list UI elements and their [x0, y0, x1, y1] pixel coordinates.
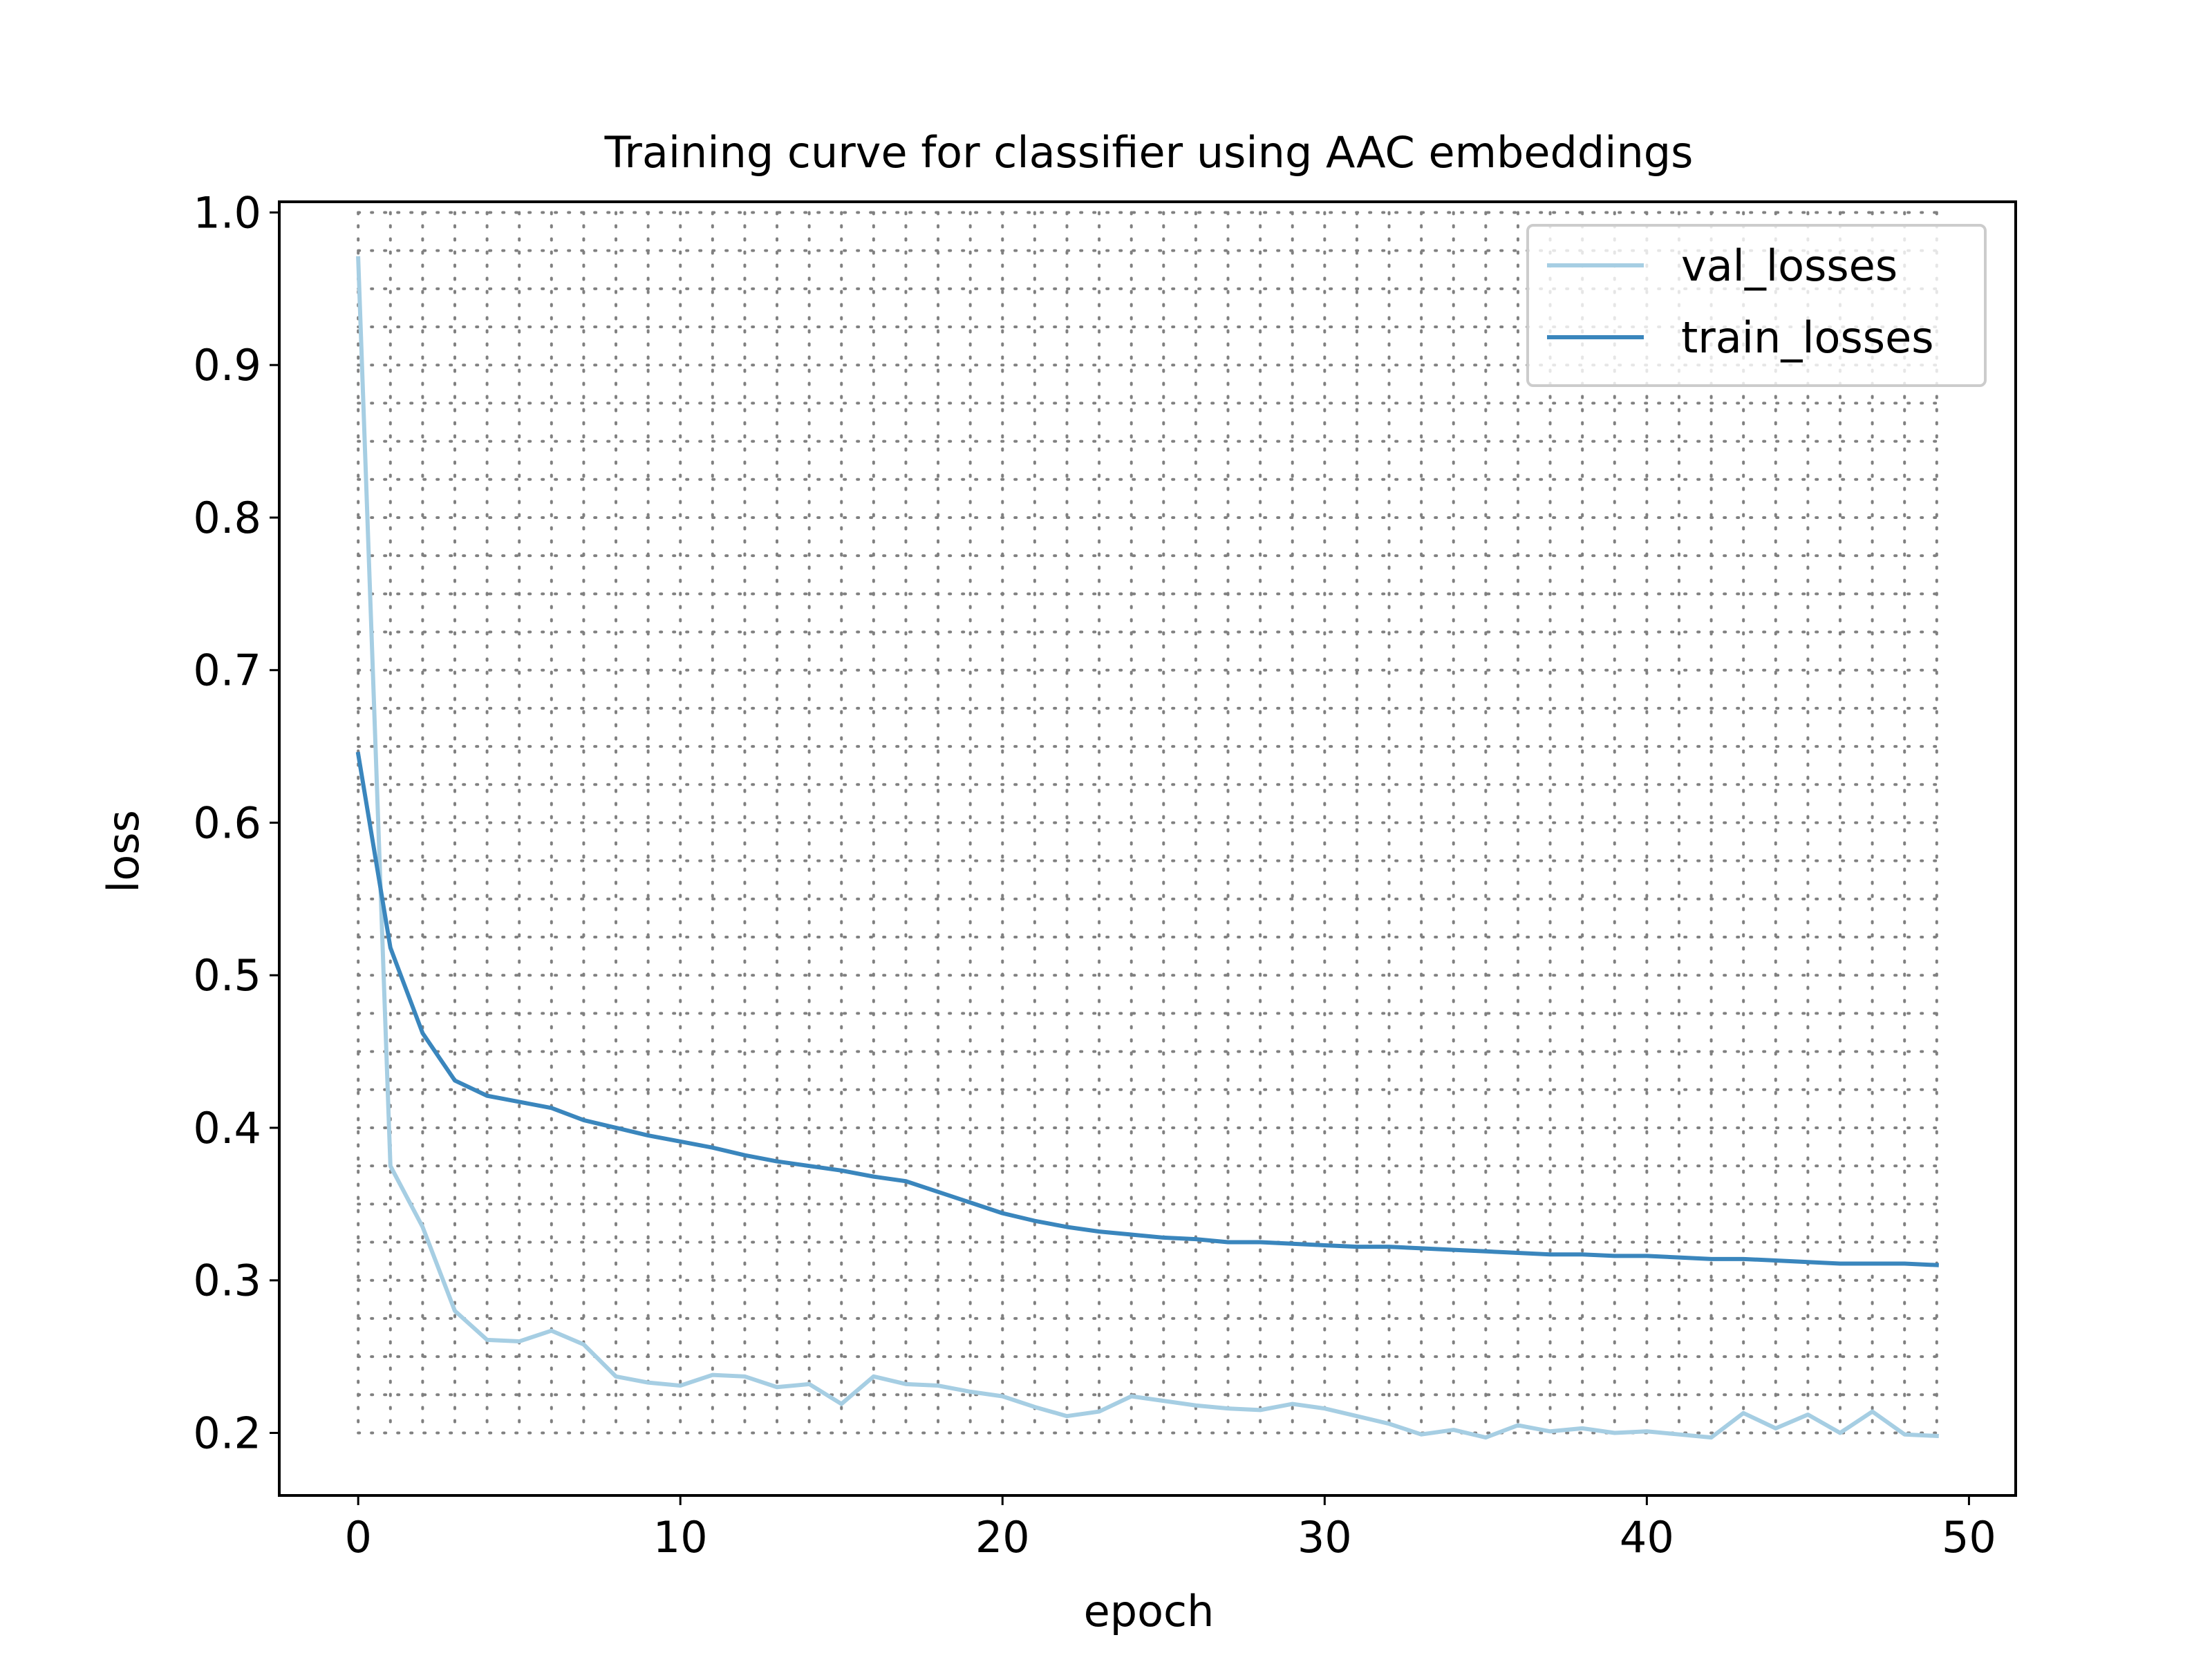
series-line-train-losses [355, 751, 1939, 1267]
series-lines [355, 256, 1939, 1440]
y-tick-label: 0.4 [193, 1103, 261, 1153]
legend: val_losses train_losses [1526, 224, 1987, 387]
x-tick-label: 40 [1620, 1512, 1674, 1562]
y-tick-label: 0.8 [193, 493, 261, 543]
series-line-val-losses [356, 256, 1939, 1440]
x-tick-label: 0 [344, 1512, 371, 1562]
y-tick-label: 0.6 [193, 797, 261, 848]
y-tick-label: 0.2 [193, 1408, 261, 1458]
x-tick-label: 30 [1297, 1512, 1352, 1562]
y-tick-label: 0.3 [193, 1256, 261, 1306]
y-tick-label: 0.5 [193, 950, 261, 1001]
y-axis-label: loss [98, 810, 149, 893]
y-tick-label: 0.9 [193, 340, 261, 390]
legend-label-val-losses: val_losses [1681, 240, 1897, 291]
plot-frame [278, 200, 2017, 1497]
x-tick-label: 50 [1942, 1512, 1996, 1562]
x-tick-label: 20 [975, 1512, 1030, 1562]
chart-title: Training curve for classifier using AAC … [604, 127, 1694, 178]
x-tick-label: 10 [653, 1512, 708, 1562]
x-axis-label: epoch [1084, 1586, 1215, 1636]
legend-label-train-losses: train_losses [1681, 312, 1934, 363]
y-tick-label: 1.0 [193, 187, 261, 238]
y-tick-label: 0.7 [193, 645, 261, 696]
axis-ticks: 0 10 20 30 40 50 0.2 0.3 0.4 0.5 0.6 0.7 0.8 0.9 1.0 [193, 187, 1996, 1562]
